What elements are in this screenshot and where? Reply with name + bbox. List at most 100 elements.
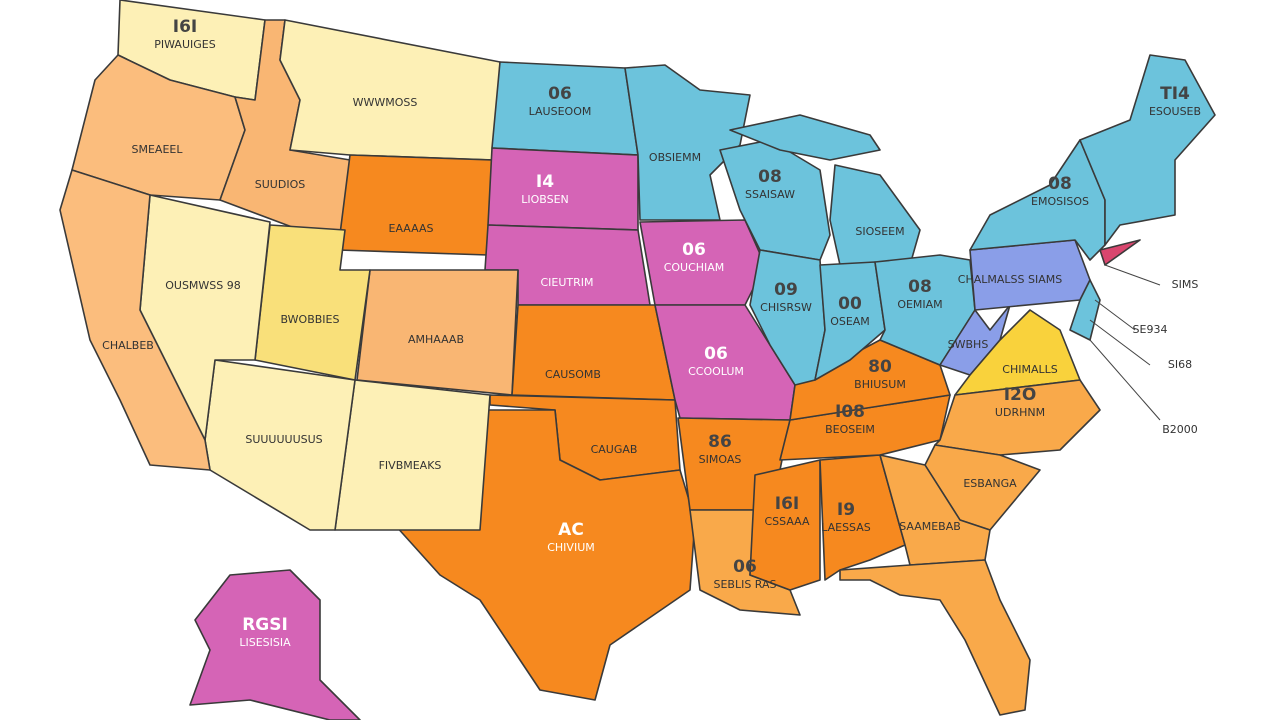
state: [1079, 54, 1216, 246]
region-label: CHALMALSS SIAMS: [958, 273, 1062, 286]
callouts: SIMS SE934 SI68 B2000: [1133, 278, 1199, 436]
region-name: OBSIEMM: [649, 151, 701, 164]
region-name: SEBLIS RAS: [713, 578, 776, 591]
region-label: FIVBMEAKS: [379, 459, 442, 472]
region-name: BEOSEIM: [825, 423, 875, 436]
state: [487, 147, 639, 231]
state: [334, 379, 491, 531]
region-name: CHIVIUM: [547, 541, 595, 554]
region-code: 06: [548, 84, 572, 104]
state: [749, 459, 821, 591]
region-name: SSAISAW: [745, 188, 795, 201]
region-code: TI4: [1160, 84, 1190, 104]
state: [1069, 279, 1101, 341]
state: [279, 19, 501, 161]
region-name: OSEAM: [830, 315, 870, 328]
state: [511, 304, 676, 401]
region-label: WWWMOSS: [353, 96, 418, 109]
region-code: 08: [758, 167, 782, 187]
region-label: SUUDIOS: [255, 178, 305, 191]
region-name: CHIMALLS: [1002, 363, 1057, 376]
state: [934, 379, 1101, 456]
callout-label: B2000: [1162, 423, 1198, 436]
region-name: LIOBSEN: [521, 193, 569, 206]
callout-lines: [1089, 264, 1161, 421]
region-name: OEMIAM: [897, 298, 942, 311]
region-name: EAAAAS: [389, 222, 434, 235]
region-code: I6I: [775, 494, 799, 514]
region-label: BWOBBIES: [281, 313, 340, 326]
region-code: 80: [868, 357, 892, 377]
region-name: OUSMWSS 98: [165, 279, 241, 292]
region-name: AMHAAAB: [408, 333, 464, 346]
region-name: UDRHNM: [995, 406, 1045, 419]
state: [879, 454, 991, 566]
region-name: LAUSEOOM: [529, 105, 592, 118]
region-code: I2O: [1004, 385, 1037, 405]
region-name: SUUDIOS: [255, 178, 305, 191]
region-name: CHISRSW: [760, 301, 812, 314]
region-code: 06: [704, 344, 728, 364]
region-code: 09: [774, 280, 798, 300]
region-code: I08: [835, 402, 865, 422]
region-label: CIEUTRIM: [540, 276, 593, 289]
state: [729, 114, 881, 161]
region-label: AMHAAAB: [408, 333, 464, 346]
region-name: FIVBMEAKS: [379, 459, 442, 472]
region-code: 08: [1048, 174, 1072, 194]
region-label: SMEAEEL: [132, 143, 184, 156]
region-name: CHALBEB: [102, 339, 154, 352]
state: [1099, 239, 1141, 266]
states: [59, 0, 1216, 720]
region-name: BHIUSUM: [854, 378, 906, 391]
region-code: I4: [536, 172, 554, 192]
region-name: BWOBBIES: [281, 313, 340, 326]
region-name: LISESISIA: [239, 636, 291, 649]
region-name: SAAMEBAB: [899, 520, 961, 533]
region-label: SIOSEEM: [855, 225, 904, 238]
region-code: 08: [908, 277, 932, 297]
region-name: CHALMALSS SIAMS: [958, 273, 1062, 286]
region-name: SMEAEEL: [132, 143, 184, 156]
region-label: SUUUUUUSUS: [245, 433, 322, 446]
region-label: ESBANGA: [963, 477, 1017, 490]
state: [624, 64, 751, 221]
region-name: SIOSEEM: [855, 225, 904, 238]
region-name: CSSAAA: [764, 515, 810, 528]
callout-label: SI68: [1168, 358, 1192, 371]
region-label: SWBHS: [948, 338, 989, 351]
labels: I6I PIWAUIGES WWWMOSS SMEAEEL SUUDIOS OUSMWSS…: [102, 17, 1201, 649]
callout-label: SE934: [1133, 323, 1168, 336]
region-label: OBSIEMM: [649, 151, 701, 164]
state: [829, 164, 921, 266]
leader: [1089, 339, 1161, 421]
leader: [1094, 299, 1136, 331]
state: [59, 169, 211, 471]
region-name: ESBANGA: [963, 477, 1017, 490]
region-name: PIWAUIGES: [154, 38, 215, 51]
leader: [1104, 264, 1161, 286]
callout-label: SIMS: [1172, 278, 1199, 291]
region-name: SUUUUUUSUS: [245, 433, 322, 446]
region-name: CAUSOMB: [545, 368, 601, 381]
region-label: OUSMWSS 98: [165, 279, 241, 292]
